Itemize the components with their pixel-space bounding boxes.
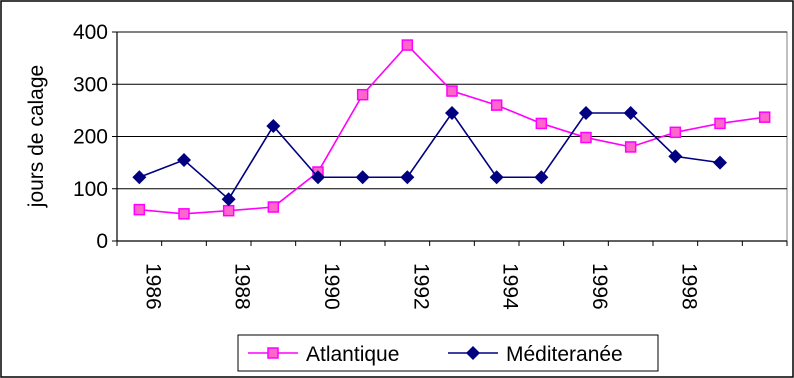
point-atlantique-1997 — [624, 141, 637, 153]
point-mediteranee-1990 — [311, 170, 325, 185]
point-mediteranee-1989 — [266, 119, 281, 134]
y-tick-label-300: 300 — [73, 73, 108, 96]
axes — [112, 31, 788, 246]
legend-label-mediteranee: Méditeranée — [506, 343, 623, 366]
series-line-mediteranee — [139, 111, 721, 201]
point-atlantique-2000 — [758, 111, 771, 123]
point-mediteranee-1992 — [400, 170, 415, 185]
legend: Atlantique Méditeranée — [237, 334, 659, 372]
y-tick-label-200: 200 — [73, 126, 108, 149]
point-mediteranee-1996 — [579, 105, 593, 120]
point-atlantique-1989 — [267, 201, 280, 213]
x-tick-label-1990: 1990 — [320, 263, 343, 310]
x-tick-label-1998: 1998 — [677, 263, 700, 310]
y-tick-label-400: 400 — [73, 21, 108, 44]
point-mediteranee-1993 — [445, 105, 459, 120]
point-mediteranee-1987 — [177, 153, 191, 168]
point-atlantique-1992 — [401, 39, 414, 51]
point-atlantique-1987 — [178, 208, 190, 220]
point-atlantique-1991 — [356, 88, 369, 101]
x-tick-label-1988: 1988 — [231, 263, 254, 310]
point-atlantique-1999 — [714, 117, 726, 130]
point-atlantique-1995 — [535, 117, 548, 130]
point-mediteranee-1995 — [534, 170, 549, 185]
point-atlantique-1994 — [490, 99, 503, 111]
point-atlantique-1998 — [669, 126, 682, 139]
point-mediteranee-1991 — [355, 170, 370, 185]
legend-marker-mediteranee — [466, 346, 480, 360]
point-atlantique-1996 — [580, 131, 592, 144]
x-tick-labels: 1986 1988 1990 1992 1994 1996 1998 — [141, 263, 700, 310]
x-tick-label-1992: 1992 — [409, 263, 432, 310]
x-tick-label-1994: 1994 — [499, 263, 522, 310]
point-mediteranee-1999 — [713, 155, 727, 170]
y-tick-label-0: 0 — [96, 230, 108, 253]
y-tick-label-100: 100 — [73, 178, 108, 201]
legend-label-atlantique: Atlantique — [306, 343, 399, 366]
point-mediteranee-1986 — [132, 170, 147, 185]
legend-marker-atlantique — [267, 347, 279, 359]
point-atlantique-1993 — [446, 85, 458, 97]
x-tick-label-1986: 1986 — [141, 263, 164, 310]
point-mediteranee-1997 — [623, 105, 638, 120]
point-atlantique-1986 — [133, 203, 146, 216]
point-mediteranee-1998 — [668, 149, 683, 164]
y-axis-title: jours de calage — [25, 65, 48, 208]
gridlines — [117, 31, 787, 190]
point-atlantique-1988 — [222, 204, 235, 217]
y-tick-labels: 0 100 200 300 400 — [73, 21, 108, 253]
point-mediteranee-1994 — [489, 170, 504, 185]
point-mediteranee-1988 — [221, 192, 236, 207]
x-tick-label-1996: 1996 — [588, 263, 611, 310]
series-group — [132, 39, 771, 220]
